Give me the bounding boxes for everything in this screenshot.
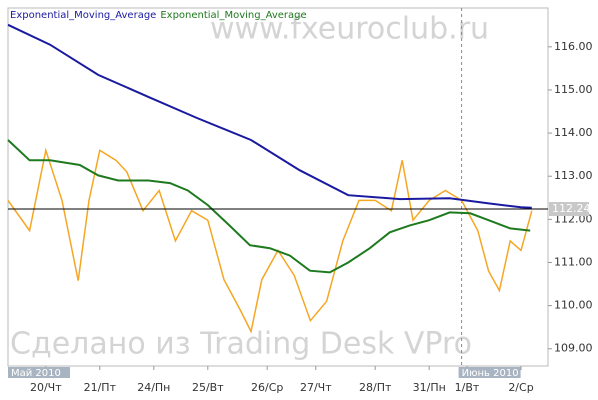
- legend-entry: Exponential_Moving_Average: [10, 10, 156, 21]
- y-tick-label: 110.00: [554, 299, 593, 312]
- y-tick-label: 115.00: [554, 83, 593, 96]
- plot-frame: [7, 7, 549, 367]
- series-line: [7, 23, 532, 209]
- x-tick-label: 1/Вт: [455, 381, 480, 394]
- y-tick-label: 111.00: [554, 255, 593, 268]
- x-tick-label: 2/Ср: [508, 381, 533, 394]
- x-tick-label: 31/Пн: [413, 381, 446, 394]
- x-tick-label: 21/Пт: [84, 381, 117, 394]
- series-line: [7, 139, 531, 274]
- x-tick-label: 25/Вт: [192, 381, 224, 394]
- last-price-label: 112.24: [552, 202, 591, 215]
- last-price-box: [549, 201, 589, 216]
- y-tick-label: 116.00: [554, 40, 593, 53]
- x-tick-label: 24/Пн: [137, 381, 170, 394]
- y-tick-label: 109.00: [554, 342, 593, 355]
- x-tick-label: 27/Чт: [300, 381, 332, 394]
- x-tick-label: 28/Пт: [359, 381, 392, 394]
- watermark: Сделано из Trading Desk VPro: [10, 327, 472, 362]
- month-box: [458, 367, 521, 378]
- y-tick-label: 113.00: [554, 169, 593, 182]
- watermark: www.fxeuroclub.ru: [210, 12, 489, 47]
- y-tick-label: 114.00: [554, 126, 593, 139]
- legend: Exponential_Moving_Average Exponential_Mo…: [10, 10, 307, 21]
- x-tick-label: 26/Ср: [251, 381, 283, 394]
- legend-entry: Exponential_Moving_Average: [160, 10, 306, 21]
- month-label: Июнь 2010: [462, 368, 519, 379]
- x-tick-label: 20/Чт: [30, 381, 62, 394]
- month-box: [8, 367, 70, 378]
- month-label: Май 2010: [11, 368, 61, 379]
